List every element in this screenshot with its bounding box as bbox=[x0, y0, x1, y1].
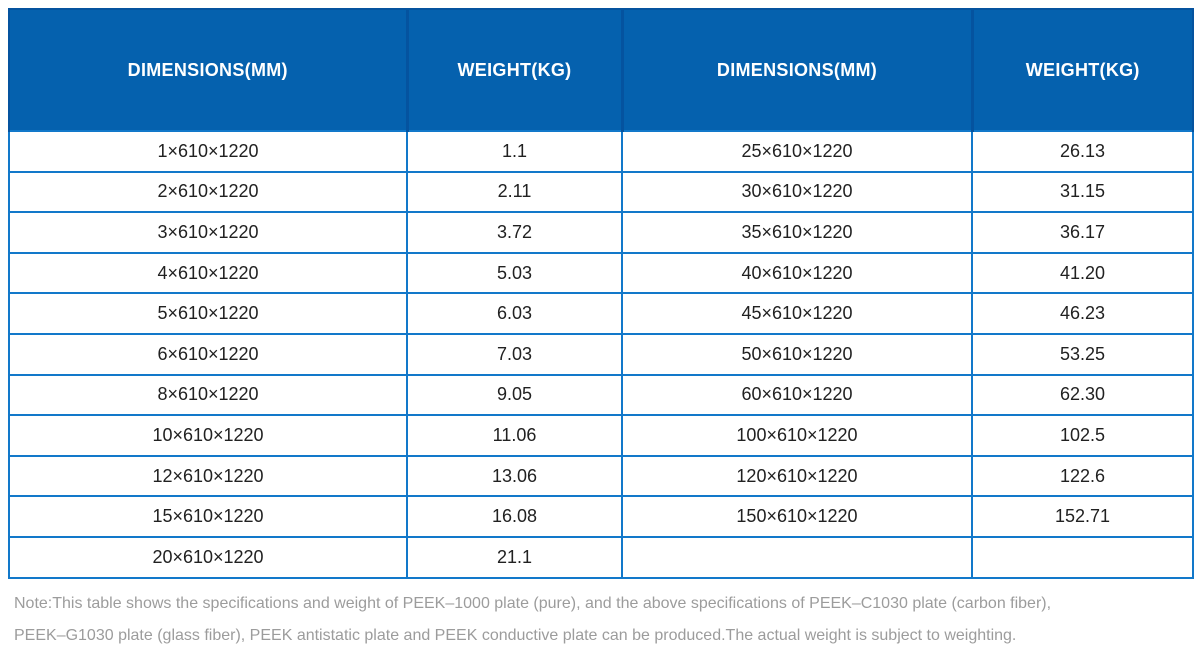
table-row: 10×610×1220 11.06 100×610×1220 102.5 bbox=[8, 414, 1194, 457]
table-cell: 5×610×1220 bbox=[8, 292, 408, 335]
header-row: DIMENSIONS(MM) WEIGHT(KG) DIMENSIONS(MM)… bbox=[8, 8, 1194, 131]
table-cell: 152.71 bbox=[971, 495, 1194, 538]
table-cell: 36.17 bbox=[971, 211, 1194, 254]
table-cell: 45×610×1220 bbox=[621, 292, 973, 335]
table-cell: 53.25 bbox=[971, 332, 1194, 376]
table-row: 5×610×1220 6.03 45×610×1220 46.23 bbox=[8, 292, 1194, 335]
table-cell: 8×610×1220 bbox=[8, 373, 408, 417]
table-cell: 5.03 bbox=[406, 251, 623, 295]
table-row: 6×610×1220 7.03 50×610×1220 53.25 bbox=[8, 332, 1194, 376]
table-cell: 62.30 bbox=[971, 373, 1194, 417]
table-cell: 100×610×1220 bbox=[621, 414, 973, 457]
peek-plate-spec-table: DIMENSIONS(MM) WEIGHT(KG) DIMENSIONS(MM)… bbox=[8, 8, 1194, 579]
table-row: 12×610×1220 13.06 120×610×1220 122.6 bbox=[8, 454, 1194, 498]
table-cell bbox=[971, 535, 1194, 579]
header-weight-left: WEIGHT(KG) bbox=[405, 8, 622, 131]
table-cell: 120×610×1220 bbox=[621, 454, 973, 498]
table-cell: 13.06 bbox=[406, 454, 623, 498]
table-cell: 4×610×1220 bbox=[8, 251, 408, 295]
table-cell: 2.11 bbox=[406, 170, 623, 214]
footnote-line-1: Note:This table shows the specifications… bbox=[14, 595, 1052, 612]
table-cell: 11.06 bbox=[406, 414, 623, 457]
table-row: 8×610×1220 9.05 60×610×1220 62.30 bbox=[8, 373, 1194, 417]
table-cell: 25×610×1220 bbox=[621, 130, 973, 173]
table-body: 1×610×1220 1.1 25×610×1220 26.13 2×610×1220 2… bbox=[8, 130, 1194, 579]
footnote-line-2: PEEK–G1030 plate (glass fiber), PEEK ant… bbox=[14, 627, 1017, 644]
table-cell: 122.6 bbox=[971, 454, 1194, 498]
table-cell: 16.08 bbox=[406, 495, 623, 538]
table-row: 1×610×1220 1.1 25×610×1220 26.13 bbox=[8, 130, 1194, 173]
footnote: Note:This table shows the specifications… bbox=[14, 588, 1190, 648]
table-cell: 102.5 bbox=[971, 414, 1194, 457]
table-cell: 21.1 bbox=[406, 535, 623, 579]
table-cell: 41.20 bbox=[971, 251, 1194, 295]
table-cell: 15×610×1220 bbox=[8, 495, 408, 538]
table-cell: 40×610×1220 bbox=[621, 251, 973, 295]
table-cell: 46.23 bbox=[971, 292, 1194, 335]
table-row: 15×610×1220 16.08 150×610×1220 152.71 bbox=[8, 495, 1194, 538]
header-dimensions-right: DIMENSIONS(MM) bbox=[620, 8, 972, 131]
table-cell: 1.1 bbox=[406, 130, 623, 173]
table-cell: 26.13 bbox=[971, 130, 1194, 173]
table-cell bbox=[621, 535, 973, 579]
table-cell: 9.05 bbox=[406, 373, 623, 417]
table-cell: 7.03 bbox=[406, 332, 623, 376]
table-row: 20×610×1220 21.1 bbox=[8, 535, 1194, 579]
table-cell: 6×610×1220 bbox=[8, 332, 408, 376]
table-cell: 3.72 bbox=[406, 211, 623, 254]
table-row: 3×610×1220 3.72 35×610×1220 36.17 bbox=[8, 211, 1194, 254]
table-cell: 30×610×1220 bbox=[621, 170, 973, 214]
table-cell: 60×610×1220 bbox=[621, 373, 973, 417]
table-cell: 31.15 bbox=[971, 170, 1194, 214]
table-cell: 50×610×1220 bbox=[621, 332, 973, 376]
table-row: 2×610×1220 2.11 30×610×1220 31.15 bbox=[8, 170, 1194, 214]
header-weight-right: WEIGHT(KG) bbox=[970, 8, 1194, 131]
table-cell: 6.03 bbox=[406, 292, 623, 335]
table-cell: 3×610×1220 bbox=[8, 211, 408, 254]
table-cell: 150×610×1220 bbox=[621, 495, 973, 538]
table-cell: 10×610×1220 bbox=[8, 414, 408, 457]
table-cell: 12×610×1220 bbox=[8, 454, 408, 498]
table-cell: 2×610×1220 bbox=[8, 170, 408, 214]
table-cell: 35×610×1220 bbox=[621, 211, 973, 254]
table-cell: 1×610×1220 bbox=[8, 130, 408, 173]
table-row: 4×610×1220 5.03 40×610×1220 41.20 bbox=[8, 251, 1194, 295]
header-dimensions-left: DIMENSIONS(MM) bbox=[8, 8, 407, 131]
table-cell: 20×610×1220 bbox=[8, 535, 408, 579]
